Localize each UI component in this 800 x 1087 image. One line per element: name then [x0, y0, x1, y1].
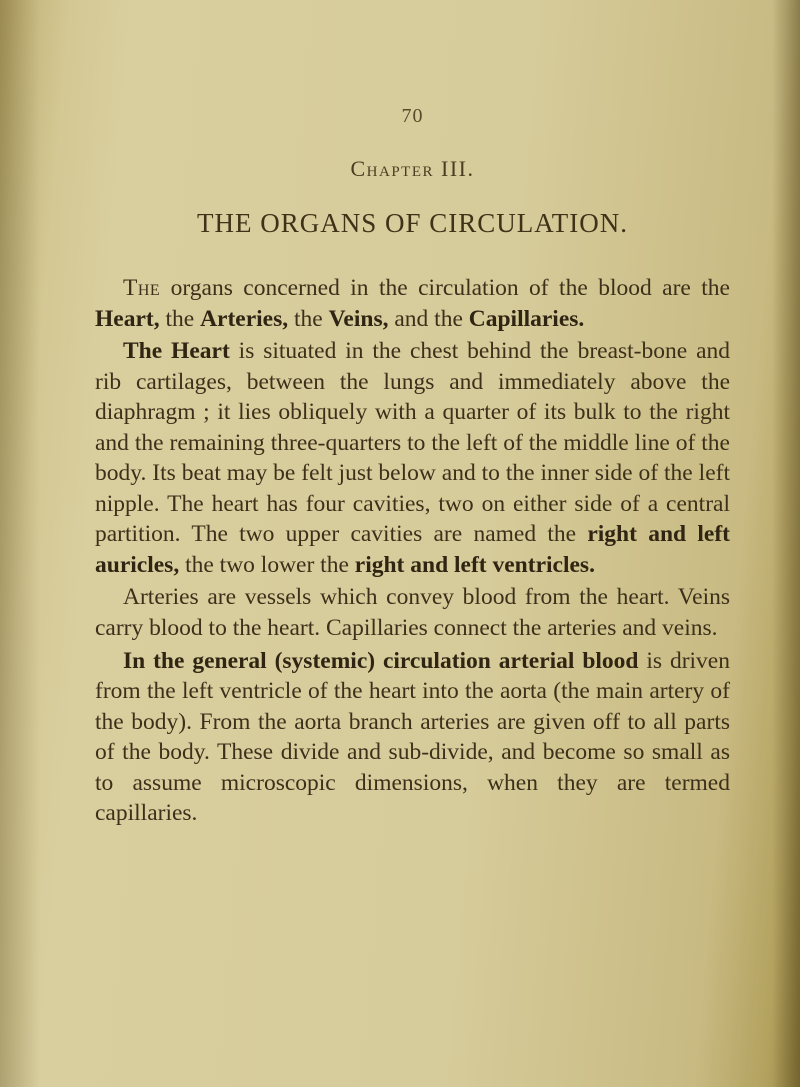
- paragraph-1: The organs concerned in the circulation …: [95, 273, 730, 334]
- body-text: The organs concerned in the circulation …: [95, 273, 730, 829]
- paragraph-3: Arteries are vessels which convey blood …: [95, 582, 730, 643]
- scanned-book-page: 70 Chapter III. THE ORGANS OF CIRCULATIO…: [0, 0, 800, 1087]
- page-number: 70: [95, 105, 730, 128]
- chapter-title: THE ORGANS OF CIRCULATION.: [95, 208, 730, 239]
- paragraph-4: In the general (systemic) circulation ar…: [95, 646, 730, 829]
- paragraph-2: The Heart is situated in the chest behin…: [95, 336, 730, 580]
- chapter-label: Chapter III.: [95, 156, 730, 182]
